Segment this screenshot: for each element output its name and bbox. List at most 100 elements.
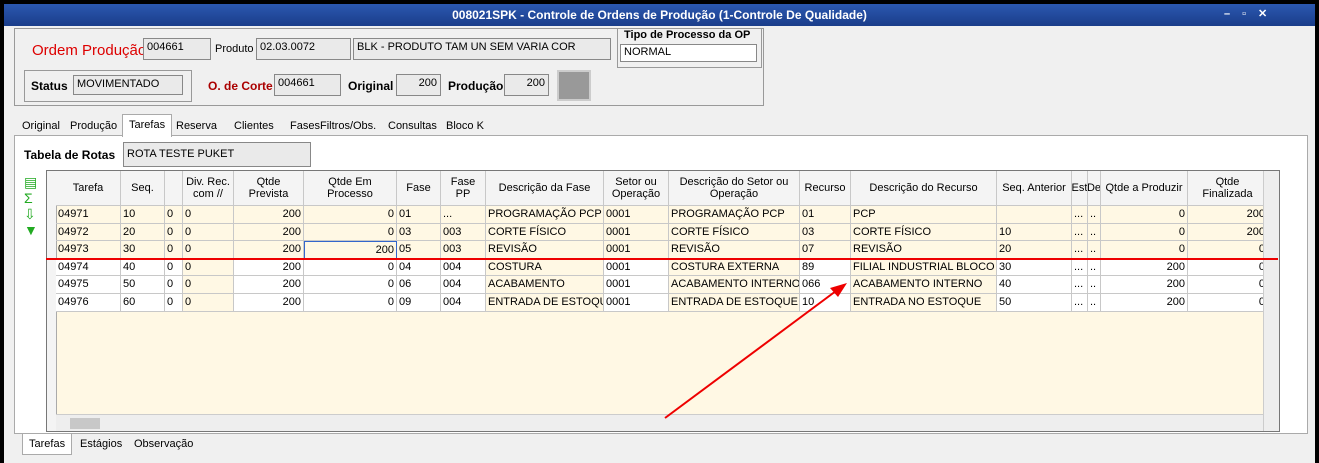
bottom-tab[interactable]: Estágios bbox=[80, 438, 123, 450]
cell[interactable]: CORTE FÍSICO bbox=[851, 223, 997, 242]
cell[interactable]: .. bbox=[1088, 294, 1101, 312]
cell[interactable]: ENTRADA DE ESTOQUE bbox=[669, 294, 800, 312]
cell[interactable]: 10 bbox=[997, 223, 1072, 242]
cell[interactable]: 0001 bbox=[604, 223, 669, 242]
cell[interactable]: 0 bbox=[165, 276, 183, 294]
tab[interactable]: Original bbox=[22, 120, 60, 132]
column-header[interactable]: Setor ou Operação bbox=[604, 171, 669, 206]
cell[interactable]: 04975 bbox=[56, 276, 121, 294]
cell[interactable]: 200 bbox=[234, 276, 304, 294]
cell[interactable]: 004 bbox=[441, 258, 486, 277]
cell[interactable]: 04 bbox=[397, 258, 441, 277]
tab[interactable]: Filtros/Obs. bbox=[320, 120, 377, 132]
cell[interactable]: 0 bbox=[183, 223, 234, 242]
ordem-field[interactable]: 004661 bbox=[143, 38, 211, 60]
produto-field[interactable]: 02.03.0072 bbox=[256, 38, 351, 60]
cell[interactable]: 0 bbox=[304, 223, 397, 242]
cell[interactable]: 0001 bbox=[604, 258, 669, 277]
cell[interactable]: 20 bbox=[121, 223, 165, 242]
cell[interactable]: 10 bbox=[121, 206, 165, 224]
cell[interactable]: FILIAL INDUSTRIAL BLOCO K bbox=[851, 258, 997, 277]
column-header[interactable]: Div. Rec. com // bbox=[183, 171, 234, 206]
cell[interactable]: ACABAMENTO bbox=[486, 276, 604, 294]
produto-desc[interactable]: BLK - PRODUTO TAM UN SEM VARIA COR bbox=[353, 38, 611, 60]
cell[interactable]: ... bbox=[1072, 223, 1088, 242]
cell[interactable]: 30 bbox=[997, 258, 1072, 277]
column-header[interactable]: De bbox=[1088, 171, 1101, 206]
column-header[interactable]: Qtde Em Processo bbox=[304, 171, 397, 206]
corte-field[interactable]: 004661 bbox=[274, 74, 341, 96]
column-header[interactable]: Recurso bbox=[800, 171, 851, 206]
cell[interactable]: 03 bbox=[397, 223, 441, 242]
cell[interactable]: 04974 bbox=[56, 258, 121, 277]
cell[interactable]: 200 bbox=[1101, 294, 1188, 312]
column-header[interactable]: Descrição do Setor ou Operação bbox=[669, 171, 800, 206]
tab[interactable]: Reserva bbox=[176, 120, 217, 132]
cell[interactable]: ACABAMENTO INTERNO bbox=[669, 276, 800, 294]
column-header[interactable]: Qtde Finalizada bbox=[1188, 171, 1268, 206]
column-header[interactable]: Fase bbox=[397, 171, 441, 206]
original-field[interactable]: 200 bbox=[396, 74, 441, 96]
cell[interactable]: COSTURA bbox=[486, 258, 604, 277]
v-scrollbar[interactable] bbox=[1263, 171, 1279, 431]
column-header[interactable]: Descrição do Recurso bbox=[851, 171, 997, 206]
column-header[interactable]: Est bbox=[1072, 171, 1088, 206]
cell[interactable]: 0 bbox=[165, 223, 183, 242]
cell[interactable]: ... bbox=[1072, 276, 1088, 294]
cell[interactable]: 0001 bbox=[604, 206, 669, 224]
cell[interactable]: 60 bbox=[121, 294, 165, 312]
cell[interactable]: 89 bbox=[800, 258, 851, 277]
cell[interactable]: 200 bbox=[234, 206, 304, 224]
cell[interactable]: 0 bbox=[1101, 206, 1188, 224]
tab[interactable]: Fases bbox=[290, 120, 320, 132]
window-controls[interactable]: –▫✕ bbox=[1224, 8, 1280, 20]
cell[interactable]: 09 bbox=[397, 294, 441, 312]
cell[interactable]: 01 bbox=[397, 206, 441, 224]
cell[interactable]: 0 bbox=[165, 258, 183, 277]
tab[interactable]: Clientes bbox=[234, 120, 274, 132]
cell[interactable]: 01 bbox=[800, 206, 851, 224]
cell[interactable]: 40 bbox=[997, 276, 1072, 294]
cell[interactable]: 004 bbox=[441, 294, 486, 312]
cell[interactable]: 0 bbox=[183, 294, 234, 312]
cell[interactable]: ... bbox=[1072, 258, 1088, 277]
cell[interactable]: 04976 bbox=[56, 294, 121, 312]
cell[interactable]: 0 bbox=[165, 206, 183, 224]
tab[interactable]: Bloco K bbox=[446, 120, 484, 132]
cell[interactable]: 0 bbox=[165, 294, 183, 312]
column-header[interactable]: Qtde a Produzir bbox=[1101, 171, 1188, 206]
cell[interactable]: 03 bbox=[800, 223, 851, 242]
cell[interactable]: 200 bbox=[1101, 276, 1188, 294]
cell[interactable]: ... bbox=[441, 206, 486, 224]
cell[interactable]: 0 bbox=[304, 294, 397, 312]
cell[interactable]: 0001 bbox=[604, 294, 669, 312]
column-header[interactable] bbox=[165, 171, 183, 206]
cell[interactable]: 200 bbox=[234, 258, 304, 277]
cell[interactable]: COSTURA EXTERNA bbox=[669, 258, 800, 277]
cell[interactable]: .. bbox=[1088, 276, 1101, 294]
cell[interactable]: ENTRADA DE ESTOQUE bbox=[486, 294, 604, 312]
tipo-combo[interactable]: NORMAL bbox=[620, 44, 757, 62]
cell[interactable]: 0 bbox=[304, 258, 397, 277]
cell[interactable]: .. bbox=[1088, 206, 1101, 224]
cell[interactable]: ... bbox=[1072, 294, 1088, 312]
cell[interactable]: 0 bbox=[183, 258, 234, 277]
cell[interactable]: 04972 bbox=[56, 223, 121, 242]
tab[interactable]: Produção bbox=[70, 120, 118, 132]
status-combo[interactable]: MOVIMENTADO bbox=[73, 75, 183, 95]
cell[interactable]: 0 bbox=[183, 276, 234, 294]
tab[interactable]: Consultas bbox=[388, 120, 437, 132]
cell[interactable]: 200 bbox=[234, 294, 304, 312]
cell[interactable]: 06 bbox=[397, 276, 441, 294]
cell[interactable]: PROGRAMAÇÃO PCP bbox=[486, 206, 604, 224]
cell[interactable]: 003 bbox=[441, 223, 486, 242]
cell[interactable]: 0 bbox=[183, 206, 234, 224]
cell[interactable]: 04971 bbox=[56, 206, 121, 224]
column-header[interactable]: Seq. Anterior bbox=[997, 171, 1072, 206]
cell[interactable]: 50 bbox=[997, 294, 1072, 312]
column-header[interactable]: Tarefa bbox=[56, 171, 121, 206]
cell[interactable]: CORTE FÍSICO bbox=[486, 223, 604, 242]
cell[interactable]: PCP bbox=[851, 206, 997, 224]
cell[interactable]: .. bbox=[1088, 223, 1101, 242]
column-header[interactable]: Descrição da Fase bbox=[486, 171, 604, 206]
